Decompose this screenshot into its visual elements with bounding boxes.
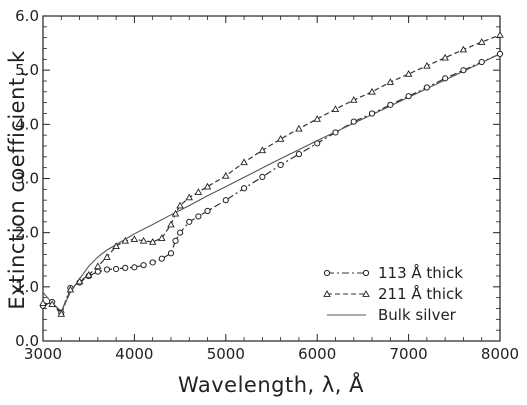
point-211-thick [276,135,285,142]
point-211-thick [103,253,111,260]
x-tick-label: 3000 [24,345,62,363]
x-tick-label: 8000 [481,345,519,363]
point-113-thick [368,110,376,117]
point-113-thick [131,264,138,271]
point-113-thick [496,50,504,58]
point-211-thick [66,285,75,293]
point-211-thick [194,188,203,195]
point-211-thick [48,300,56,308]
point-211-thick [459,45,468,53]
point-211-thick [349,96,358,103]
point-113-thick [94,268,101,275]
point-211-thick [112,242,120,250]
y-tick-label: 2.0 [15,224,39,242]
point-211-thick [331,105,340,113]
point-113-thick [240,185,248,192]
point-211-thick [39,299,47,306]
point-211-thick [222,171,230,179]
point-113-thick [259,173,266,180]
point-113-thick [442,75,449,82]
point-113-thick [405,93,412,100]
point-211-thick [171,209,180,217]
legend: 113 Å thick 211 Å thick Bulk silver [323,263,463,324]
point-113-thick [195,213,202,220]
point-113-thick [158,255,165,262]
point-113-thick [460,67,467,74]
point-113-thick [277,161,284,169]
point-211-thick [203,182,212,190]
point-113-thick [113,265,120,273]
point-113-thick [167,250,175,257]
point-211-thick [94,262,102,270]
series-line-bulk-silver [42,53,501,313]
point-113-thick [177,229,184,236]
point-211-thick [386,78,395,85]
point-113-thick [332,129,339,136]
point-113-thick [295,151,303,158]
point-211-thick [423,61,431,69]
x-tick-label: 6000 [298,345,336,363]
point-113-thick [204,207,211,215]
point-113-thick [350,118,357,125]
point-211-thick [84,270,93,278]
y-tick-label: 3.0 [15,170,39,188]
point-113-thick [172,237,179,244]
point-211-thick [75,277,84,285]
point-211-thick [185,193,194,201]
x-tick-label: 7000 [390,345,428,363]
point-113-thick [387,101,394,108]
point-211-thick [441,53,449,61]
y-tick-label: 0.0 [15,332,39,350]
point-211-thick [167,220,175,228]
legend-marker-211-thick [323,290,331,297]
legend-label-113-thick: 113 Å thick [378,263,463,282]
legend-marker-113-thick [362,269,370,277]
y-tick-label: 4.0 [15,115,39,133]
point-113-thick [122,264,129,271]
point-211-thick [139,236,148,244]
point-113-thick [478,58,485,66]
x-tick-label: 5000 [207,345,245,363]
tick-labels: 3000 4000 5000 6000 7000 8000 0.0 1.0 2.0 3.0 4.0 5… [15,7,519,363]
y-tick-label: 1.0 [15,278,39,296]
point-113-thick [149,259,156,266]
point-211-thick [176,201,184,209]
legend-label-211-thick: 211 Å thick [378,284,463,303]
point-211-thick [368,87,376,95]
legend-marker-211-thick [362,290,370,297]
point-211-thick [158,234,166,241]
series-markers [39,31,504,317]
y-axis-title: Extinction coefficient, k [5,50,29,310]
point-113-thick [186,218,193,225]
point-211-thick [295,124,303,132]
point-211-thick [121,236,130,244]
x-axis-title: Wavelength, λ, Å [178,371,364,397]
point-211-thick [313,114,321,122]
point-211-thick [240,158,248,166]
legend-marker-113-thick [323,269,331,277]
y-tick-label: 6.0 [15,7,39,25]
x-tick-label: 4000 [115,345,153,363]
point-211-thick [148,237,157,245]
point-113-thick [314,140,321,147]
legend-label-bulk-silver: Bulk silver [378,306,457,324]
point-113-thick [222,197,229,204]
point-113-thick [103,266,111,273]
point-113-thick [140,262,147,269]
point-211-thick [258,146,267,154]
point-211-thick [404,70,413,77]
point-211-thick [496,31,504,38]
point-211-thick [130,235,139,243]
y-tick-label: 5.0 [15,61,39,79]
point-211-thick [477,38,486,45]
tick-marks [42,15,501,342]
point-211-thick [57,309,66,317]
point-113-thick [423,84,430,91]
